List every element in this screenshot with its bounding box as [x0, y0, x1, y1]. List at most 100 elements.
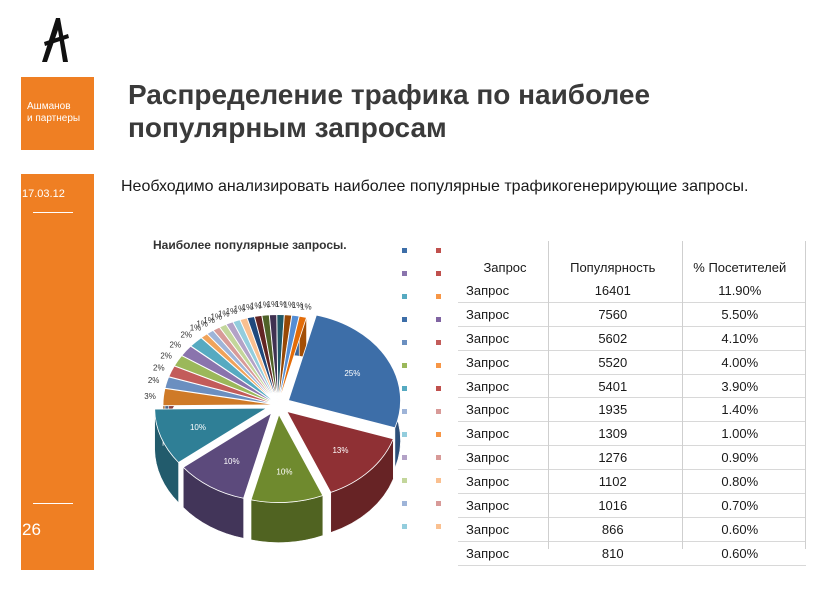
- legend-marker: [402, 386, 407, 391]
- legend-marker: [436, 432, 441, 437]
- pie-slice-label: 10%: [276, 468, 292, 477]
- page-divider: [33, 503, 73, 504]
- pie-slice-label: 1%: [292, 301, 304, 310]
- company-name-block: Ашманов и партнеры: [21, 77, 94, 150]
- pie-slice-label: 2%: [160, 351, 172, 360]
- popularity-cell: 1309: [552, 421, 674, 447]
- legend-marker: [436, 524, 441, 529]
- pie-slice-label: 1%: [258, 301, 270, 310]
- table-row: Запрос 5520 4.00%: [458, 350, 806, 375]
- legend-marker: [436, 501, 441, 506]
- query-cell: Запрос: [458, 279, 552, 303]
- popularity-cell: 5602: [552, 326, 674, 351]
- queries-table: Запрос Популярность % Посетителей Запрос…: [458, 241, 806, 566]
- pie-slice-label: 1%: [275, 300, 287, 309]
- legend-marker: [402, 432, 407, 437]
- legend-marker: [436, 478, 441, 483]
- col-divider: [548, 241, 549, 549]
- slide-body-text: Необходимо анализировать наиболее популя…: [121, 178, 749, 195]
- legend-marker: [402, 248, 407, 253]
- popularity-cell: 1102: [552, 469, 674, 495]
- pie-slice: [288, 314, 401, 429]
- query-cell: Запрос: [458, 469, 552, 495]
- pie-slice: [162, 388, 276, 407]
- slide-title: Распределение трафика по наиболее популя…: [128, 79, 651, 143]
- query-cell: Запрос: [458, 445, 552, 471]
- visitors-cell: 1.00%: [673, 421, 806, 447]
- pie-chart-canvas: 25%13%10%10%10%3%2%2%2%2%2%1%1%1%1%1%1%1…: [144, 300, 401, 543]
- visitors-cell: 4.10%: [673, 326, 806, 351]
- pie-slice: [278, 315, 308, 403]
- pie-slice-label: 1%: [218, 309, 230, 318]
- legend-marker: [402, 478, 407, 483]
- legend-marker: [436, 386, 441, 391]
- query-cell: Запрос: [458, 517, 552, 542]
- legend-marker: [402, 294, 407, 299]
- query-cell: Запрос: [458, 302, 552, 327]
- query-cell: Запрос: [458, 493, 552, 518]
- pie-slice: [154, 407, 269, 463]
- pie-slice-label: 1%: [300, 302, 312, 311]
- pie-slice-label: 10%: [190, 423, 206, 432]
- pie-slice-label: 1%: [210, 312, 222, 321]
- legend-markers: [402, 248, 441, 529]
- table-row: Запрос 5602 4.10%: [458, 326, 806, 351]
- legend-marker: [436, 248, 441, 253]
- table-row: Запрос 1102 0.80%: [458, 469, 806, 495]
- company-name: Ашманов и партнеры: [27, 101, 81, 124]
- popularity-cell: 16401: [552, 279, 674, 303]
- query-cell: Запрос: [458, 326, 552, 351]
- legend-marker: [436, 294, 441, 299]
- slide-date: 17.03.12: [22, 188, 65, 200]
- col-divider: [682, 241, 683, 549]
- table-row: Запрос 16401 11.90%: [458, 279, 806, 303]
- query-cell: Запрос: [458, 374, 552, 399]
- popularity-cell: 5401: [552, 374, 674, 399]
- popularity-cell: 810: [552, 541, 674, 566]
- pie-slice-label: 13%: [332, 446, 348, 455]
- visitors-cell: 0.90%: [673, 445, 806, 471]
- legend-marker: [402, 271, 407, 276]
- visitors-cell: 11.90%: [673, 279, 806, 303]
- table-row: Запрос 5401 3.90%: [458, 374, 806, 399]
- legend-marker: [402, 363, 407, 368]
- legend-marker: [402, 455, 407, 460]
- query-cell: Запрос: [458, 541, 552, 566]
- table-row: Запрос 7560 5.50%: [458, 302, 806, 327]
- pie-slice-label: 1%: [267, 300, 279, 309]
- legend-marker: [436, 340, 441, 345]
- popularity-cell: 5520: [552, 350, 674, 375]
- legend-marker: [436, 363, 441, 368]
- pie-slice: [250, 413, 324, 503]
- legend-marker: [436, 409, 441, 414]
- pie-chart: Наиболее популярные запросы. 25% 13% 10% 10…: [113, 230, 458, 548]
- table-row: Запрос 1016 0.70%: [458, 493, 806, 518]
- popularity-cell: 7560: [552, 302, 674, 327]
- pie-slice-label: 2%: [170, 340, 182, 349]
- col-header-query: Запрос: [483, 260, 527, 275]
- legend-marker: [402, 340, 407, 345]
- legend-marker: [402, 409, 407, 414]
- pie-slice-label: 10%: [224, 457, 240, 466]
- pie-slice-label: 1%: [196, 320, 208, 329]
- table-row: Запрос 810 0.60%: [458, 541, 806, 566]
- pie-slice-label: 2%: [180, 330, 192, 339]
- legend-marker: [436, 455, 441, 460]
- table-row: Запрос 866 0.60%: [458, 517, 806, 542]
- visitors-cell: 3.90%: [673, 374, 806, 399]
- col-header-popularity: Популярность: [570, 260, 656, 275]
- pie-slice-label: 3%: [144, 392, 156, 401]
- pie-slice-label: 25%: [344, 369, 360, 378]
- legend-marker: [402, 501, 407, 506]
- visitors-cell: 0.70%: [673, 493, 806, 518]
- pie-slice-label: 2%: [153, 363, 165, 372]
- pie-slice-label: 1%: [250, 302, 262, 311]
- legend-marker: [436, 317, 441, 322]
- col-header-visitors: % Посетителей: [693, 260, 787, 275]
- pie-slice-label: 1%: [283, 300, 295, 309]
- popularity-cell: 1276: [552, 445, 674, 471]
- visitors-cell: 0.60%: [673, 517, 806, 542]
- query-cell: Запрос: [458, 350, 552, 375]
- pie-slice: [182, 412, 273, 499]
- visitors-cell: 1.40%: [673, 397, 806, 423]
